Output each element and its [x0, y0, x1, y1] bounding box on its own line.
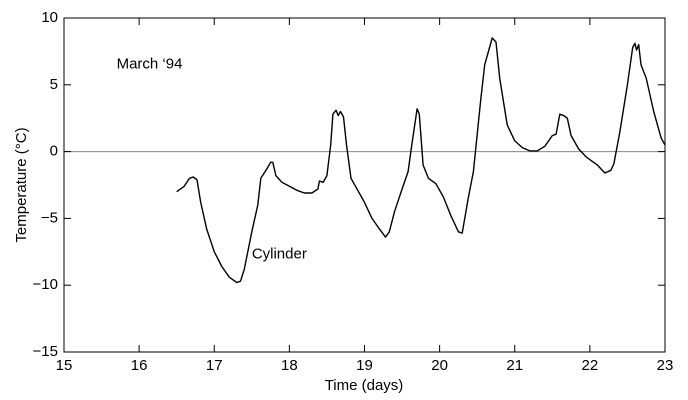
y-axis-label: Temperature (°C) — [13, 127, 30, 242]
x-tick-label: 20 — [431, 357, 448, 374]
x-axis-label: Time (days) — [325, 377, 404, 394]
annotation: Cylinder — [252, 245, 307, 262]
x-tick-label: 17 — [206, 357, 223, 374]
x-tick-label: 18 — [281, 357, 298, 374]
x-tick-label: 21 — [506, 357, 523, 374]
x-tick-label: 22 — [582, 357, 599, 374]
annotation: March ‘94 — [117, 56, 183, 73]
y-tick-label: −10 — [33, 276, 58, 293]
y-tick-label: 10 — [41, 9, 58, 26]
y-tick-label: −15 — [33, 343, 58, 360]
x-tick-label: 15 — [56, 357, 73, 374]
y-tick-label: 5 — [50, 76, 58, 93]
data-line — [176, 37, 666, 284]
y-tick-label: 0 — [50, 143, 58, 160]
x-tick-label: 19 — [356, 357, 373, 374]
x-tick-label: 23 — [657, 357, 674, 374]
y-tick-label: −5 — [41, 209, 58, 226]
x-tick-label: 16 — [131, 357, 148, 374]
